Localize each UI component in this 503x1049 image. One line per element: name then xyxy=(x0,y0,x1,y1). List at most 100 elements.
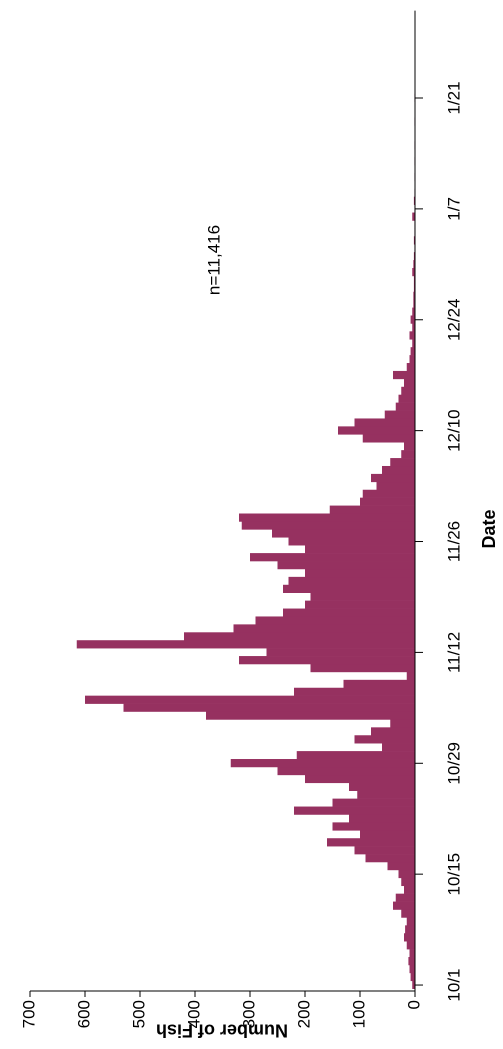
bar xyxy=(406,363,415,372)
bar xyxy=(393,901,415,910)
y-tick-label: 200 xyxy=(294,1000,313,1028)
bar xyxy=(406,671,415,681)
x-tick-label: 10/29 xyxy=(444,742,463,785)
bar xyxy=(390,719,415,728)
bar xyxy=(305,545,415,554)
y-tick-label: 500 xyxy=(129,1000,148,1028)
bar xyxy=(327,838,415,847)
bar xyxy=(412,307,415,316)
bar xyxy=(233,624,415,633)
bar xyxy=(401,386,415,395)
bar xyxy=(395,402,415,411)
bar xyxy=(288,576,415,586)
bar xyxy=(294,806,415,815)
bar xyxy=(371,473,415,483)
bar xyxy=(255,616,415,625)
bar xyxy=(409,964,415,974)
bar xyxy=(338,426,415,435)
x-tick-label: 12/24 xyxy=(444,298,463,341)
bar xyxy=(329,505,415,514)
bar xyxy=(404,442,415,451)
bar xyxy=(332,798,415,807)
bar xyxy=(412,212,415,221)
bar xyxy=(393,370,415,380)
bar xyxy=(360,830,415,839)
x-tick-label: 10/1 xyxy=(444,968,463,1001)
x-tick-label: 11/26 xyxy=(444,521,463,562)
rotated-plot: n=11,416 Date Number of Fish 0 100 200 300 4… xyxy=(19,10,499,1040)
bar xyxy=(409,949,415,958)
bar xyxy=(239,513,415,522)
bar xyxy=(409,331,415,340)
bar xyxy=(332,822,415,831)
x-tick-label: 10/15 xyxy=(444,853,463,896)
bar xyxy=(362,434,415,443)
y-tick-label: 700 xyxy=(19,1000,38,1028)
bar xyxy=(184,632,415,641)
bar xyxy=(76,640,415,649)
bar xyxy=(357,790,415,799)
bar xyxy=(401,909,415,918)
bar xyxy=(294,687,415,696)
bar xyxy=(405,925,416,934)
bar xyxy=(362,489,415,498)
bar xyxy=(349,782,415,791)
bar xyxy=(404,885,415,894)
bar xyxy=(409,355,415,364)
bar xyxy=(241,521,415,530)
x-axis-title: Date xyxy=(479,509,499,548)
bar xyxy=(277,561,415,570)
bar xyxy=(288,537,415,546)
bar xyxy=(85,695,415,704)
bar xyxy=(387,861,415,871)
bar xyxy=(239,656,415,665)
bar xyxy=(410,972,416,982)
x-tick-label: 12/10 xyxy=(444,409,463,452)
y-tick-label: 300 xyxy=(239,1000,258,1028)
bar xyxy=(310,592,415,601)
bar xyxy=(390,458,415,467)
bar xyxy=(283,608,415,617)
bar xyxy=(365,854,415,863)
bar xyxy=(406,917,415,926)
bar xyxy=(395,893,415,902)
bar xyxy=(230,759,415,768)
bar xyxy=(250,553,415,562)
annotation: n=11,416 xyxy=(204,225,223,295)
bar xyxy=(382,743,415,752)
y-tick-label: 600 xyxy=(74,1000,93,1028)
y-tick-label: 100 xyxy=(349,1000,368,1028)
bar xyxy=(401,877,415,887)
bar xyxy=(398,869,415,879)
bar xyxy=(412,323,415,332)
bar xyxy=(266,648,415,657)
bar xyxy=(412,339,415,348)
bar xyxy=(404,933,415,942)
bar xyxy=(404,378,415,388)
bar xyxy=(343,679,415,689)
bar xyxy=(354,735,415,744)
bar xyxy=(283,584,415,593)
bar xyxy=(305,774,415,784)
bar xyxy=(305,568,415,578)
bar xyxy=(354,418,415,427)
bar xyxy=(360,497,415,506)
bar xyxy=(410,347,416,356)
bar xyxy=(384,410,415,419)
bar xyxy=(349,814,415,823)
y-tick-label: 0 xyxy=(404,1000,423,1009)
bar xyxy=(406,941,415,950)
bar xyxy=(277,766,415,776)
y-tick-label: 400 xyxy=(184,1000,203,1028)
bar xyxy=(305,600,415,609)
bar xyxy=(310,663,415,673)
bar xyxy=(382,465,415,475)
bar xyxy=(354,846,415,855)
bar xyxy=(376,481,415,491)
bar xyxy=(410,315,416,324)
x-tick-label: 1/7 xyxy=(444,197,463,221)
bar xyxy=(371,727,415,736)
bar xyxy=(412,980,415,989)
x-tick-label: 1/21 xyxy=(444,81,463,114)
